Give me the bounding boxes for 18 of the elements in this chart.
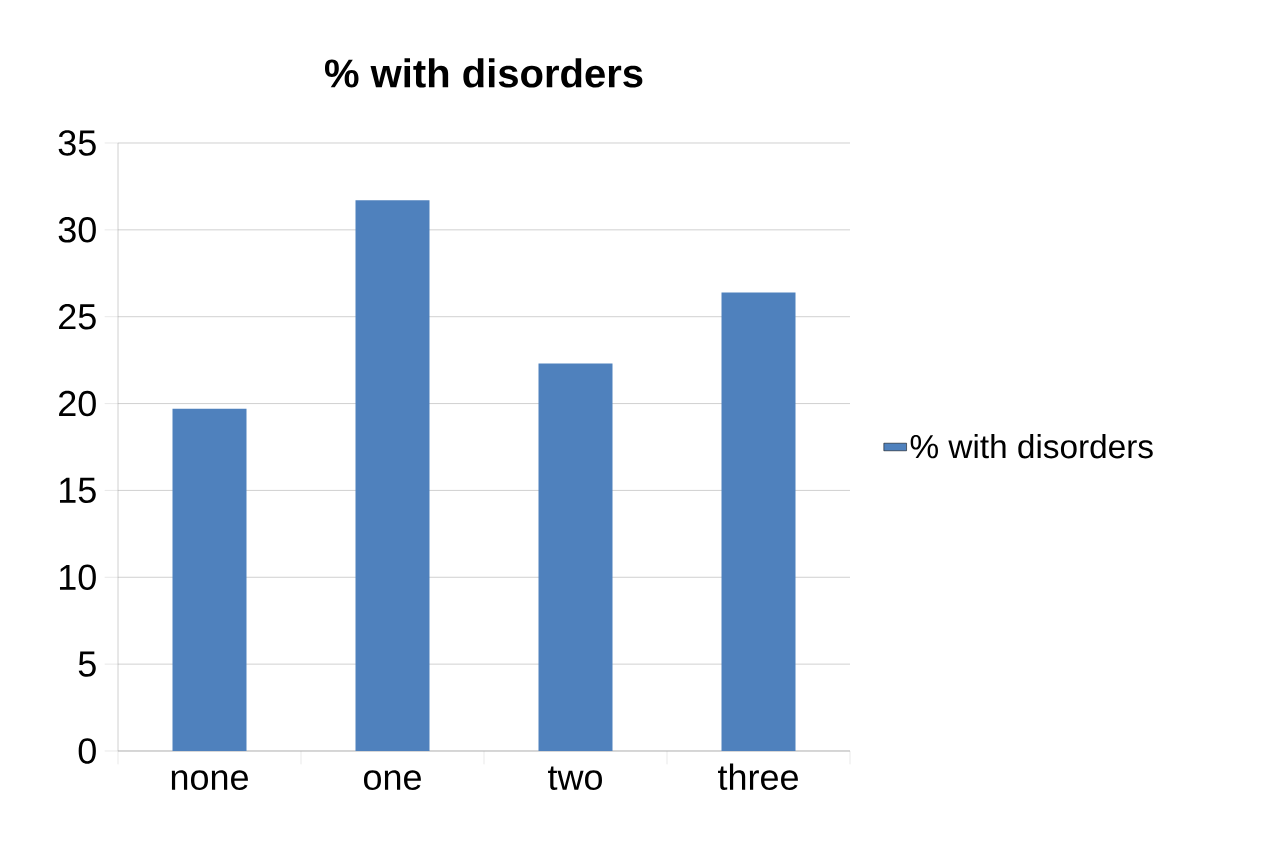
y-tick-label: 0 (78, 738, 96, 764)
y-tick-label: 15 (59, 477, 96, 503)
x-tick-label: none (171, 770, 248, 791)
bar (355, 200, 430, 751)
bar (172, 408, 247, 751)
y-tick-label: 5 (78, 651, 96, 677)
y-tick-label: 10 (59, 564, 96, 591)
y-tick-label: 25 (59, 303, 96, 330)
y-tick-label: 35 (58, 130, 96, 156)
legend-label: % with disorders (910, 433, 1153, 459)
bar (721, 292, 796, 751)
y-tick-label: 20 (59, 390, 96, 417)
x-tick-label: three (718, 763, 798, 791)
chart-title: % with disorders (324, 58, 643, 88)
bar (538, 363, 613, 751)
x-tick-label: two (548, 766, 602, 791)
y-tick-label: 30 (58, 217, 96, 243)
x-tick-label: one (363, 770, 421, 791)
